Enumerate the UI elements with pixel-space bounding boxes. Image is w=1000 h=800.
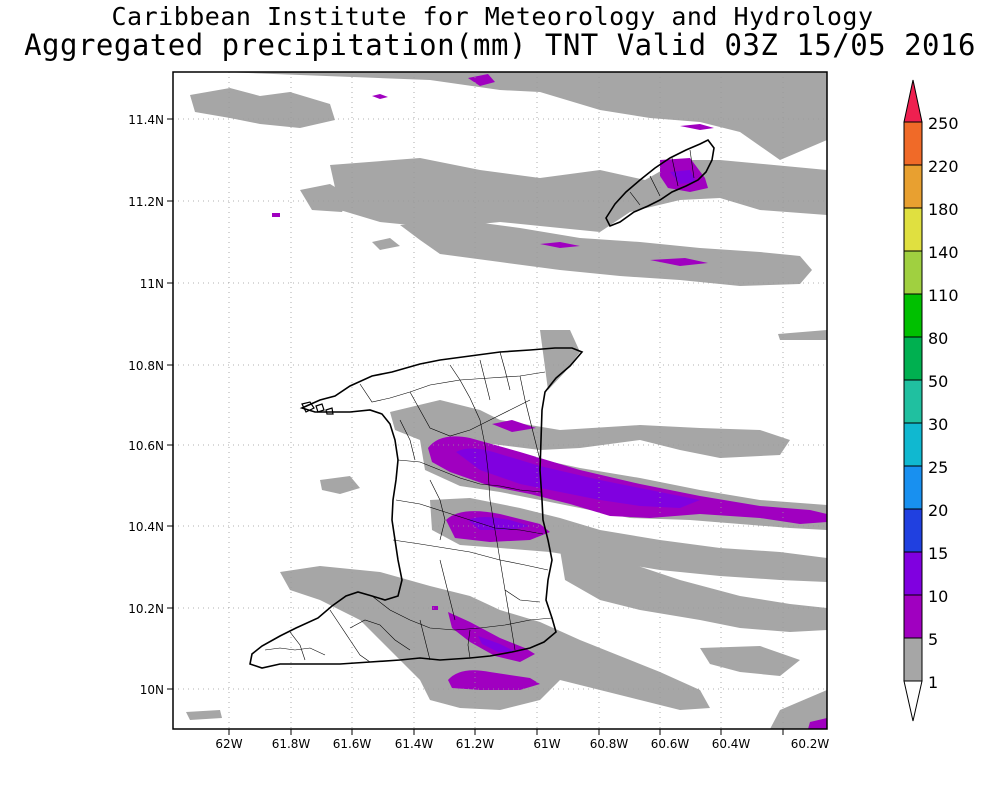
colorbar-segment	[903, 594, 923, 639]
colorbar-label: 30	[928, 415, 948, 434]
colorbar-label: 25	[928, 458, 948, 477]
lat-label: 11N	[140, 277, 164, 291]
lon-label: 62W	[215, 737, 242, 751]
tobago-boundaries	[629, 149, 695, 206]
colorbar-label: 220	[928, 157, 959, 176]
colorbar-label: 20	[928, 501, 948, 520]
lat-label: 10.2N	[128, 602, 164, 616]
lat-label: 11.4N	[128, 113, 164, 127]
lat-label: 10.4N	[128, 520, 164, 534]
lon-label: 61.2W	[456, 737, 495, 751]
colorbar-label: 80	[928, 329, 948, 348]
lon-label: 61W	[533, 737, 560, 751]
lat-label: 10.6N	[128, 439, 164, 453]
lon-label: 60.6W	[651, 737, 690, 751]
product-title: Aggregated precipitation(mm) TNT Valid 0…	[24, 28, 976, 62]
lat-label: 10.8N	[128, 359, 164, 373]
colorbar-label: 1	[928, 673, 938, 692]
axis-ticks	[167, 118, 784, 735]
trinidad-boundaries	[264, 351, 553, 663]
plot-frame	[172, 71, 828, 730]
colorbar-label: 5	[928, 630, 938, 649]
colorbar-segment	[903, 336, 923, 381]
colorbar-labels: 250 220 180 140 110 80 50 30 25 20 15 10…	[928, 114, 959, 692]
colorbar-segment	[903, 465, 923, 510]
colorbar-label: 180	[928, 200, 959, 219]
colorbar-label: 140	[928, 243, 959, 262]
colorbar-segment	[903, 164, 923, 209]
colorbar-segment	[903, 379, 923, 424]
tobago-coastline	[605, 138, 715, 228]
colorbar-top-arrow	[903, 79, 923, 123]
colorbar-segment	[903, 293, 923, 338]
latitude-labels: 11.4N 11.2N 11N 10.8N 10.6N 10.4N 10.2N …	[128, 113, 164, 697]
lon-label: 60.4W	[712, 737, 751, 751]
colorbar-segment	[903, 637, 923, 682]
colorbar-segment	[903, 207, 923, 252]
colorbar-segment	[903, 422, 923, 467]
plot-area	[173, 72, 827, 729]
colorbar-segment	[903, 508, 923, 553]
colorbar-segment	[903, 551, 923, 596]
longitude-labels: 62W 61.8W 61.6W 61.4W 61.2W 61W 60.8W 60…	[215, 737, 829, 751]
colorbar-label: 15	[928, 544, 948, 563]
colorbar-segment	[903, 121, 923, 166]
colorbar-label: 110	[928, 286, 959, 305]
colorbar-segment	[903, 250, 923, 295]
lon-label: 61.4W	[395, 737, 434, 751]
lat-label: 10N	[140, 683, 164, 697]
bocas-islands	[301, 401, 334, 415]
lon-label: 60.8W	[590, 737, 629, 751]
lat-label: 11.2N	[128, 195, 164, 209]
colorbar	[903, 79, 923, 722]
colorbar-label: 50	[928, 372, 948, 391]
graticule	[173, 72, 827, 729]
precip-10-15mm-regions	[456, 170, 700, 652]
colorbar-label: 250	[928, 114, 959, 133]
colorbar-label: 10	[928, 587, 948, 606]
lon-label: 61.6W	[333, 737, 372, 751]
colorbar-bottom-arrow	[903, 680, 923, 722]
lon-label: 61.8W	[272, 737, 311, 751]
institute-title: Caribbean Institute for Meteorology and …	[111, 2, 874, 31]
lon-label: 60.2W	[791, 737, 830, 751]
